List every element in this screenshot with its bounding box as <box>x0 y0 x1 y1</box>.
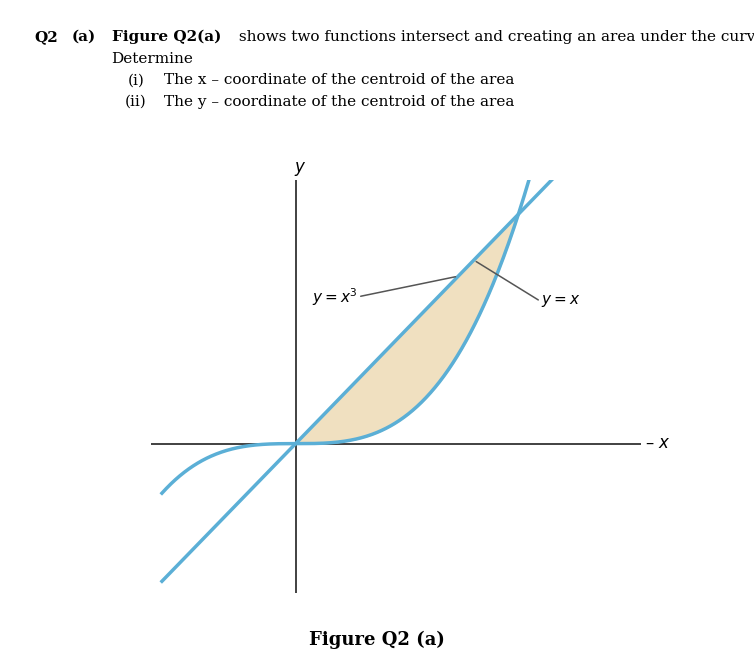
Text: $y= x^3$: $y= x^3$ <box>312 277 455 308</box>
Text: Q2: Q2 <box>34 30 57 44</box>
Text: – $x$: – $x$ <box>645 435 671 452</box>
Text: $y= x$: $y= x$ <box>477 262 580 310</box>
Text: Figure Q2(a): Figure Q2(a) <box>112 30 221 45</box>
Text: (i): (i) <box>128 73 145 87</box>
Text: (ii): (ii) <box>124 95 146 109</box>
Text: $y$: $y$ <box>294 160 306 178</box>
Text: (a): (a) <box>72 30 96 44</box>
Text: The x – coordinate of the centroid of the area: The x – coordinate of the centroid of th… <box>164 73 515 87</box>
Text: Determine: Determine <box>112 52 194 66</box>
Text: Figure Q2 (a): Figure Q2 (a) <box>309 631 445 649</box>
Text: shows two functions intersect and creating an area under the curve.: shows two functions intersect and creati… <box>234 30 754 44</box>
Text: The y – coordinate of the centroid of the area: The y – coordinate of the centroid of th… <box>164 95 515 109</box>
